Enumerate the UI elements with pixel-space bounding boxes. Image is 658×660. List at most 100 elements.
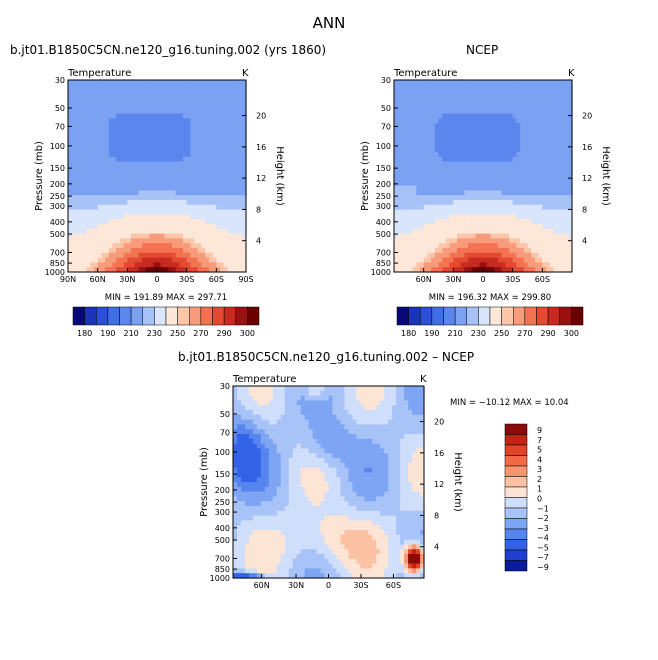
model-field-cell — [112, 176, 117, 182]
obs-field-cell — [408, 94, 414, 100]
diff-field-cell — [380, 472, 385, 478]
model-field-cell — [227, 176, 232, 182]
obs-field-cell — [486, 108, 492, 115]
obs-field-cell — [471, 257, 477, 263]
obs-field-cell — [490, 152, 495, 158]
obs-field-cell — [557, 219, 562, 225]
obs-field-cell — [449, 99, 454, 105]
obs-field-cell — [453, 200, 458, 206]
obs-field-cell — [531, 267, 536, 273]
obs-field-cell — [542, 89, 547, 95]
model-field-cell — [116, 156, 121, 163]
obs-field-cell — [520, 262, 525, 268]
model-field-cell — [86, 267, 91, 273]
model-field-cell — [116, 262, 121, 268]
model-field-cell — [216, 108, 221, 115]
diff-field-cell — [312, 386, 318, 392]
model-field-cell — [242, 80, 247, 86]
model-field-cell — [134, 267, 140, 273]
obs-field-cell — [460, 118, 466, 124]
diff-field-cell — [304, 419, 310, 425]
obs-field-cell — [479, 104, 484, 110]
model-field-cell — [68, 228, 73, 235]
obs-field-cell — [538, 190, 543, 196]
obs-field-cell — [460, 128, 466, 134]
obs-field-cell — [442, 89, 447, 95]
model-field-cell — [116, 80, 121, 86]
model-field-cell — [138, 248, 143, 254]
model-field-cell — [179, 248, 184, 254]
diff-field-cell — [352, 458, 357, 464]
model-field-cell — [160, 209, 166, 215]
obs-field-cell — [520, 257, 525, 263]
model-field-cell — [134, 132, 140, 139]
diff-field-cell — [380, 400, 385, 406]
obs-field-cell — [416, 128, 421, 134]
model-field-cell — [220, 214, 225, 220]
model-field-cell — [160, 80, 166, 86]
diff-field-cell — [244, 429, 250, 435]
diff-field-cell — [248, 438, 254, 445]
obs-field-cell — [408, 204, 414, 211]
diff-field-cell — [348, 477, 353, 483]
model-field-cell — [68, 195, 73, 201]
obs-field-cell — [497, 161, 503, 167]
obs-field-cell — [427, 108, 432, 115]
diff-field-cell — [352, 467, 357, 473]
diff-field-cell — [376, 453, 381, 459]
model-field-cell — [216, 252, 221, 259]
diff-field-cell — [300, 486, 306, 493]
model-field-cell — [223, 204, 229, 211]
diff-field-cell — [256, 438, 262, 445]
model-field-cell — [234, 248, 240, 254]
obs-field-cell — [397, 257, 403, 263]
diff-field-cell — [320, 414, 326, 421]
obs-field-cell — [490, 180, 495, 187]
model-field-cell — [220, 156, 225, 163]
obs-field-cell — [520, 238, 525, 244]
obs-field-cell — [531, 248, 536, 254]
obs-field-cell — [405, 204, 410, 211]
model-field-cell — [108, 152, 114, 158]
model-field-cell — [131, 137, 136, 143]
diff-field-cell — [236, 405, 242, 411]
obs-field-cell — [497, 185, 503, 191]
obs-field-cell — [442, 156, 447, 163]
model-field-cell — [157, 132, 162, 139]
model-field-cell — [86, 190, 91, 196]
obs-field-cell — [501, 228, 506, 235]
model-field-cell — [157, 233, 162, 239]
obs-field-cell — [531, 137, 536, 143]
diff-field-cell — [316, 414, 322, 421]
obs-field-cell — [471, 209, 477, 215]
diff-field-cell — [280, 458, 286, 464]
obs-field-cell — [471, 214, 477, 220]
obs-field-cell — [549, 233, 555, 239]
model-field-cell — [197, 257, 203, 263]
obs-field-cell — [497, 267, 503, 273]
obs-field-cell — [475, 123, 480, 129]
diff-field-cell — [396, 491, 401, 497]
model-field-cell — [153, 89, 158, 95]
obs-field-cell — [442, 80, 447, 86]
obs-field-cell — [423, 104, 428, 110]
obs-field-cell — [486, 104, 492, 110]
model-field-cell — [149, 257, 154, 263]
diff-field-cell — [284, 443, 290, 449]
obs-field-cell — [534, 176, 540, 182]
obs-field-cell — [523, 262, 529, 268]
model-field-cell — [238, 104, 243, 110]
model-field-cell — [116, 209, 121, 215]
model-field-cell — [208, 118, 214, 124]
model-field-cell — [82, 209, 88, 215]
diff-field-cell — [264, 482, 270, 488]
obs-field-cell — [534, 185, 540, 191]
model-field-cell — [153, 209, 158, 215]
diff-field-cell — [404, 405, 409, 411]
diff-field-cell — [340, 390, 346, 397]
obs-field-cell — [464, 214, 469, 220]
diff-field-cell — [280, 410, 286, 416]
obs-field-cell — [475, 89, 480, 95]
diff-field-cell — [240, 429, 246, 435]
model-field-cell — [160, 190, 166, 196]
